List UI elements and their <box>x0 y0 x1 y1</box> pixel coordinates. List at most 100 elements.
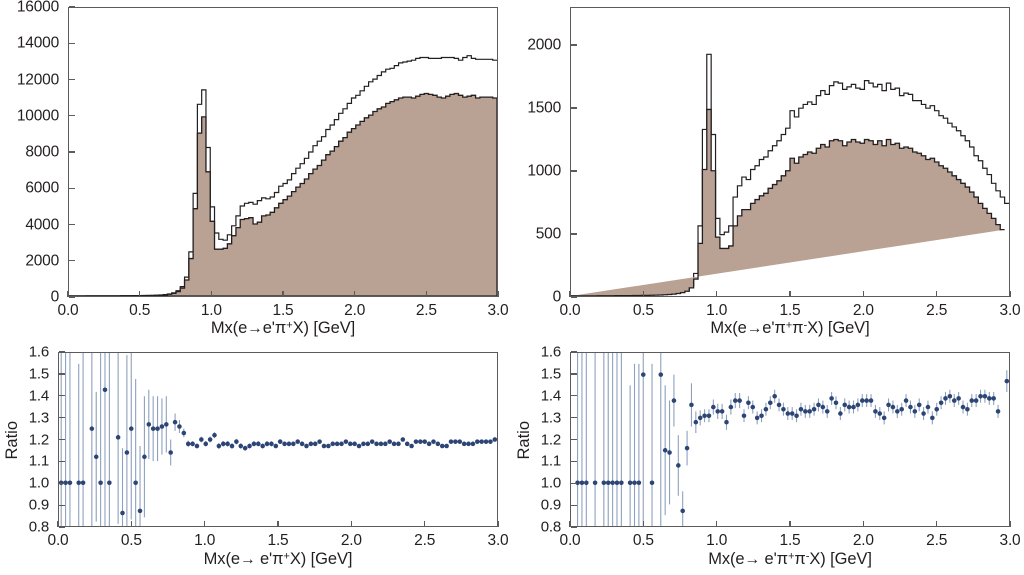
x-tick-mark <box>1009 521 1011 527</box>
y-tick-mark <box>571 460 577 463</box>
x-tick-label: 2.5 <box>926 532 948 549</box>
plot-area-single-pion-ratio <box>58 352 498 527</box>
y-tick-label: 2000 <box>25 252 59 269</box>
y-tick-mark <box>69 151 75 153</box>
plot-area-di-pion-ratio <box>570 352 1010 527</box>
x-tick-label: 3.0 <box>999 532 1021 549</box>
y-tick-mark <box>571 351 577 353</box>
x-tick-mark <box>569 521 571 527</box>
xlabel-sup1-tr: + <box>785 319 793 332</box>
y-tick-mark <box>571 44 577 46</box>
x-tick-mark <box>139 291 141 297</box>
y-axis-title-bottom-left: Ratio <box>2 420 21 460</box>
y-tick-mark <box>59 395 65 397</box>
y-tick-mark <box>59 417 65 419</box>
x-tick-mark <box>862 291 865 297</box>
x-tick-label: 3.0 <box>487 302 509 319</box>
x-tick-label: 1.5 <box>272 302 294 319</box>
x-tick-mark <box>425 291 428 297</box>
y-tick-label: 12000 <box>16 70 59 88</box>
x-tick-mark <box>210 291 213 297</box>
xlabel-pre-tr: Mx(e <box>710 319 747 337</box>
x-tick-label: 2.5 <box>414 532 436 549</box>
y-tick-label: 0.8 <box>540 518 561 536</box>
x-tick-label: 0.0 <box>559 532 581 549</box>
x-tick-mark <box>350 521 353 527</box>
y-tick-mark <box>571 373 577 375</box>
x-axis-title-top-left: Mx(e→e'π+X) [GeV] <box>68 320 498 337</box>
y-tick-label: 0.9 <box>540 496 561 514</box>
y-tick-mark <box>571 504 577 506</box>
plot-area-single-pion-spectrum <box>68 7 498 297</box>
x-tick-mark <box>716 291 718 297</box>
xlabel-sup1-bl: + <box>283 550 290 563</box>
y-tick-label: 1.1 <box>540 452 561 470</box>
x-tick-mark <box>789 291 791 297</box>
x-tick-label: 0.5 <box>120 532 142 549</box>
panel-bottom-right: 0.8 0.9 1.0 1.1 1.2 1.3 1.4 1.5 1.6 0.0 0.5 1.0 1.5… <box>512 340 1024 575</box>
y-tick-mark <box>59 438 65 441</box>
xlabel-mid2-tr: π <box>792 319 804 337</box>
x-tick-mark <box>716 521 718 527</box>
xlabel-post-br: X) [GeV] <box>809 550 872 568</box>
y-tick-mark <box>69 187 75 189</box>
xlabel-mid-br: e'π <box>760 550 789 568</box>
y-tick-label: 10000 <box>16 107 59 124</box>
x-tick-label: 1.5 <box>267 532 289 549</box>
x-tick-mark <box>130 521 133 527</box>
y-tick-label: 1.2 <box>540 431 561 448</box>
xlabel-post-tr: X) [GeV] <box>807 319 870 337</box>
xlabel-sup2-br: - <box>805 550 810 563</box>
x-tick-mark <box>862 521 865 527</box>
x-tick-label: 3.0 <box>487 532 509 549</box>
x-tick-mark <box>497 521 499 527</box>
y-tick-mark <box>571 482 577 484</box>
xlabel-pre-tl: Mx(e <box>210 319 248 337</box>
y-tick-mark <box>69 260 75 262</box>
y-tick-mark <box>571 526 577 528</box>
x-tick-label: 1.5 <box>779 532 801 549</box>
x-tick-mark <box>204 521 206 527</box>
scatter-single-pion-ratio <box>59 353 497 526</box>
x-tick-label: 2.5 <box>415 302 437 319</box>
y-tick-mark <box>69 6 75 8</box>
y-tick-mark <box>571 438 577 441</box>
xlabel-arrow-bl: → <box>239 551 256 568</box>
y-tick-label: 1.4 <box>28 387 49 405</box>
panel-top-right: 0 500 1000 1500 2000 0.0 0.5 1.0 1.5 2.0 2.5 3.0 M… <box>512 0 1024 340</box>
x-tick-label: 2.0 <box>852 532 874 549</box>
x-tick-label: 0.0 <box>47 532 69 549</box>
y-tick-label: 1.5 <box>540 365 561 383</box>
y-tick-label: 1.1 <box>28 452 49 470</box>
x-tick-label: 1.0 <box>706 302 728 319</box>
y-tick-mark <box>69 223 75 226</box>
x-tick-label: 3.0 <box>999 302 1021 319</box>
y-tick-label: 1.6 <box>540 343 561 361</box>
xlabel-sup2-tr: - <box>803 319 808 332</box>
x-tick-label: 2.5 <box>926 302 948 319</box>
y-tick-label: 0 <box>50 288 60 306</box>
x-axis-title-top-right: Mx(e→e'π+π-X) [GeV] <box>570 320 1010 337</box>
xlabel-mid-tl: e'π <box>262 319 287 337</box>
y-tick-mark <box>59 460 65 463</box>
x-tick-mark <box>424 521 426 527</box>
y-tick-mark <box>571 170 577 172</box>
xlabel-mid2-br: π <box>794 550 806 568</box>
x-tick-mark <box>936 291 938 297</box>
x-axis-title-bottom-right: Mx(e→ e'π+π-X) [GeV] <box>570 551 1010 568</box>
y-tick-label: 1.4 <box>540 387 561 405</box>
y-tick-mark <box>571 395 577 397</box>
y-tick-label: 1.0 <box>540 474 561 492</box>
y-tick-mark <box>571 417 577 419</box>
panel-bottom-left: 0.8 0.9 1.0 1.1 1.2 1.3 1.4 1.5 1.6 0.0 0.5 1.0 1.5… <box>0 340 512 575</box>
y-tick-label: 8000 <box>25 143 59 161</box>
x-tick-label: 2.0 <box>344 302 366 319</box>
xlabel-sup1-br: + <box>787 550 795 563</box>
y-tick-label: 500 <box>535 225 561 243</box>
histogram-di-pion <box>571 8 1009 296</box>
x-tick-label: 0.0 <box>57 302 79 319</box>
plot-area-di-pion-spectrum <box>570 7 1010 297</box>
x-tick-mark <box>354 291 356 297</box>
y-tick-mark <box>59 351 65 353</box>
